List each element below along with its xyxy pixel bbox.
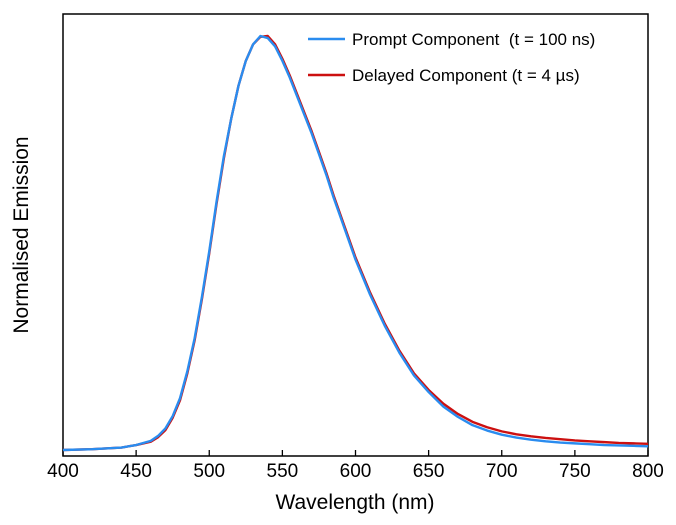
x-tick-label-650: 650 (413, 461, 445, 482)
series-line-prompt (62, 34, 649, 452)
x-tick-label-500: 500 (193, 461, 225, 482)
x-tick-label-400: 400 (47, 461, 79, 482)
x-tick-label-600: 600 (340, 461, 372, 482)
x-axis-label: Wavelength (nm) (275, 491, 434, 514)
legend-label-delayed: Delayed Component (t = 4 µs) (352, 66, 580, 85)
x-tick-label-550: 550 (267, 461, 299, 482)
series-line-delayed (62, 34, 649, 452)
x-axis-ticks: 400 450 500 550 600 650 700 750 800 (47, 450, 664, 482)
series-layer (62, 34, 649, 452)
legend-label-prompt: Prompt Component (t = 100 ns) (352, 30, 595, 49)
x-tick-label-750: 750 (559, 461, 591, 482)
x-tick-label-700: 700 (486, 461, 518, 482)
x-tick-label-450: 450 (120, 461, 152, 482)
legend: Prompt Component (t = 100 ns) Delayed Co… (308, 30, 595, 85)
x-tick-label-800: 800 (632, 461, 664, 482)
y-axis-label: Normalised Emission (10, 136, 33, 333)
